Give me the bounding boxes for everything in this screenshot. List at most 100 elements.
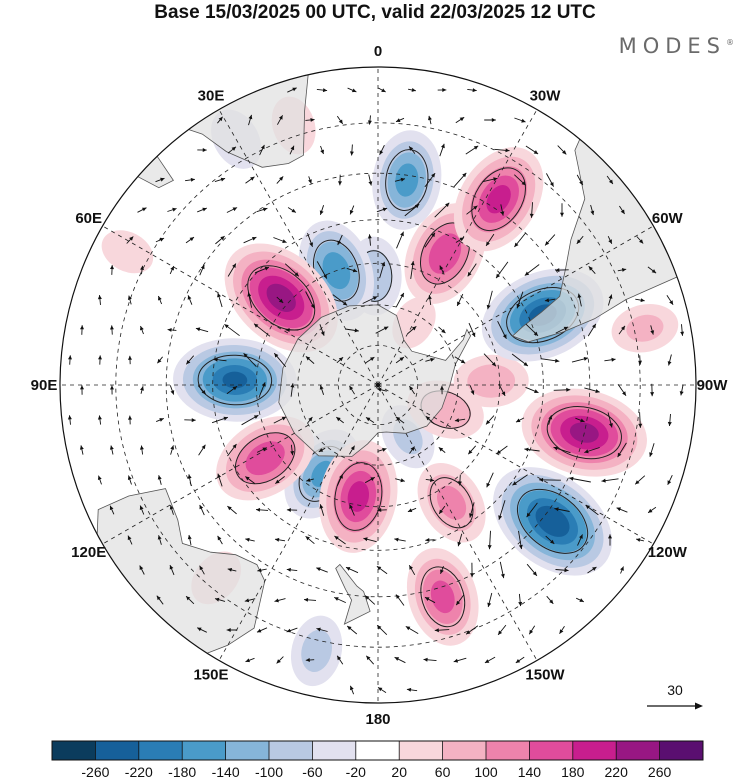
wind-vector — [425, 415, 435, 425]
wind-vector — [635, 538, 645, 542]
wind-vector — [199, 264, 205, 276]
wind-vector — [404, 203, 420, 217]
wind-vector — [483, 353, 497, 367]
wind-vector — [498, 500, 506, 520]
wind-vector — [247, 292, 253, 308]
wind-vector — [245, 657, 255, 663]
wind-vector — [470, 562, 474, 578]
wind-vector — [305, 356, 315, 364]
wind-vector — [277, 115, 283, 125]
wind-vector — [227, 146, 237, 154]
wind-vector — [167, 207, 177, 212]
longitude-label: 90E — [31, 377, 58, 394]
wind-vector — [378, 87, 386, 93]
wind-vector — [305, 535, 315, 545]
wind-vector — [601, 478, 619, 483]
wind-vector — [284, 263, 300, 277]
longitude-label: 30E — [198, 88, 225, 105]
wind-vector — [227, 263, 237, 277]
wind-vector — [456, 293, 464, 307]
colorbar-tick-label: 140 — [518, 764, 542, 780]
colorbar-tick-label: 180 — [561, 764, 585, 780]
colorbar-swatch — [442, 741, 487, 760]
wind-vector — [453, 172, 467, 188]
wind-vector — [227, 568, 237, 572]
wind-vector — [465, 625, 479, 635]
wind-vector — [438, 326, 446, 334]
wind-vector — [169, 564, 175, 576]
anomaly-cell — [611, 304, 679, 353]
wind-vector — [197, 207, 207, 213]
wind-vector — [438, 505, 446, 515]
wind-vector — [368, 174, 373, 186]
wind-vector — [227, 443, 237, 457]
wind-vector — [195, 327, 209, 333]
wind-vector — [395, 594, 405, 606]
wind-vector — [184, 418, 196, 423]
colorbar-swatch — [529, 741, 574, 760]
wind-vector — [334, 535, 346, 545]
wind-vector — [198, 444, 206, 456]
wind-vector — [437, 88, 447, 92]
wind-vector — [375, 326, 389, 334]
wind-vector — [620, 566, 624, 574]
wind-vector — [518, 593, 523, 607]
longitude-label: 60W — [652, 210, 684, 227]
wind-vector — [140, 386, 144, 394]
colorbar-tick-label: -60 — [302, 764, 322, 780]
colorbar-tick-label: 60 — [435, 764, 451, 780]
anomaly-cell — [406, 547, 479, 646]
wind-vector — [428, 115, 432, 125]
wind-vector — [245, 537, 255, 542]
wind-vector — [254, 266, 270, 274]
logo-text: MODES — [618, 34, 726, 58]
wind-vector — [548, 415, 553, 425]
wind-vector — [307, 416, 313, 424]
wind-vector — [619, 205, 625, 215]
wind-vector — [396, 231, 404, 249]
australia-landmass — [93, 488, 266, 681]
wind-vector — [469, 502, 475, 518]
latitude-circle — [212, 219, 544, 551]
wind-vector — [680, 324, 685, 336]
wind-vector — [427, 294, 432, 306]
wind-vector — [394, 537, 406, 542]
wind-vector — [424, 232, 436, 248]
wind-vector — [336, 416, 344, 424]
wind-vector — [211, 416, 229, 424]
wind-vector — [187, 474, 192, 486]
colorbar-swatch — [355, 741, 400, 760]
wind-vector — [187, 295, 193, 305]
colorbar-swatch — [225, 741, 270, 760]
wind-vector — [650, 383, 655, 397]
wind-vector — [667, 354, 672, 366]
colorbar-swatch — [269, 741, 313, 760]
wind-vector — [338, 174, 342, 186]
wind-vector — [424, 596, 436, 604]
anomaly-cell — [372, 130, 442, 230]
wind-vector — [395, 356, 405, 364]
anomaly-level — [486, 185, 511, 214]
contour-line — [334, 462, 383, 531]
longitude-label: 60E — [75, 210, 102, 227]
anomaly-level — [535, 505, 570, 537]
wind-vector — [156, 417, 164, 423]
wind-vector — [214, 597, 226, 602]
anomaly-cell — [101, 230, 154, 274]
wind-vector — [554, 507, 570, 512]
longitude-label: 0 — [374, 43, 382, 60]
wind-vector — [379, 261, 386, 279]
wind-vector — [255, 507, 269, 512]
wind-vector — [303, 597, 317, 602]
wind-vector — [197, 385, 207, 395]
meridian-line — [377, 384, 538, 661]
wind-vector — [607, 236, 613, 244]
wind-vector — [110, 325, 114, 335]
wind-vector — [365, 356, 375, 364]
wind-vector — [525, 323, 539, 337]
wind-vector — [407, 326, 417, 334]
wind-vector — [584, 387, 600, 393]
wind-vector — [634, 475, 646, 485]
wind-vector — [440, 385, 444, 395]
